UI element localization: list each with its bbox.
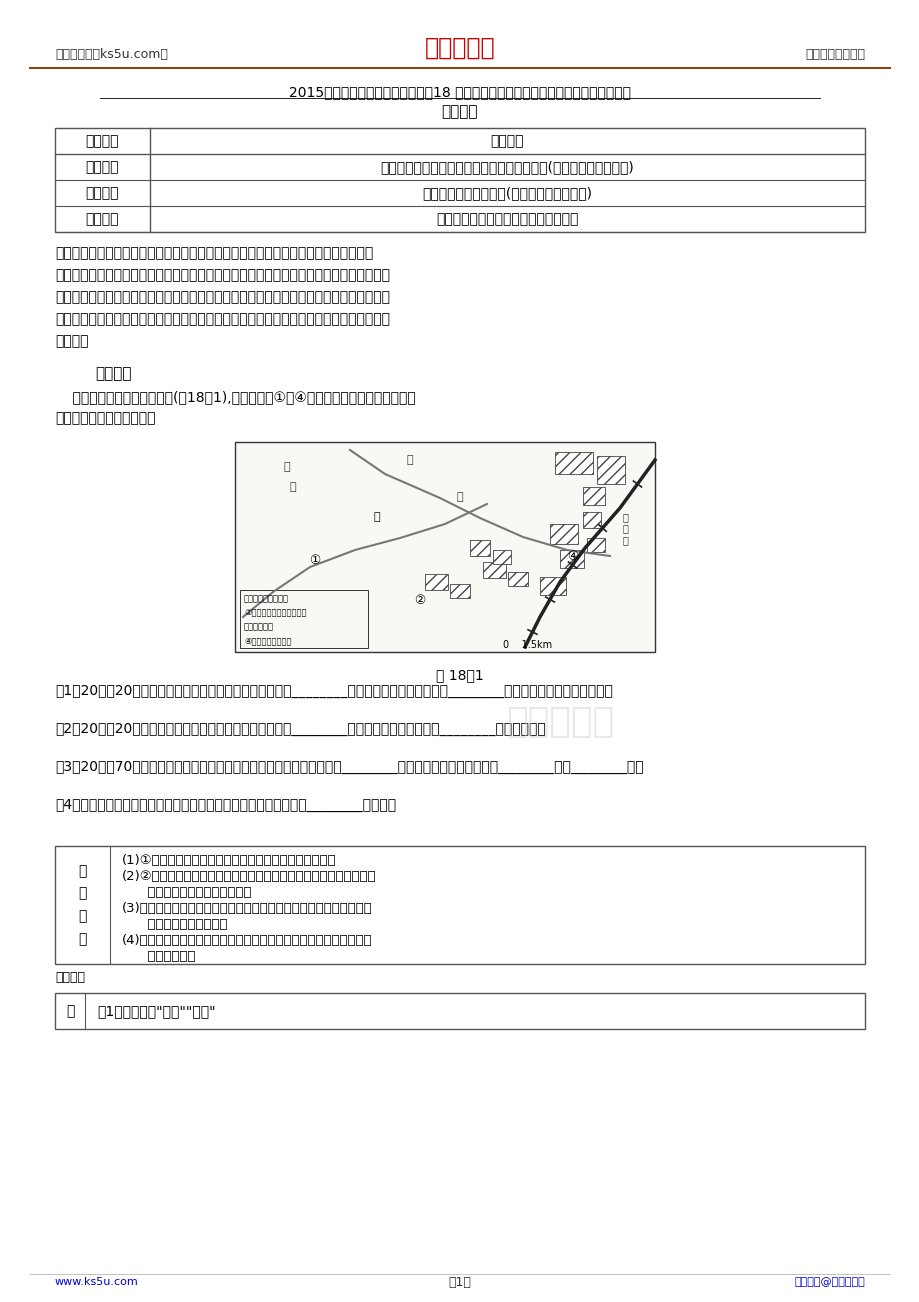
Text: 图 18－1: 图 18－1 xyxy=(436,668,483,682)
Text: (2)②处位于泉河与颍河交汇处，因泉河淤塞，商业码头移至此处，而: (2)②处位于泉河与颍河交汇处，因泉河淤塞，商业码头移至此处，而 xyxy=(122,870,376,883)
Text: 版权所有@高考资源网: 版权所有@高考资源网 xyxy=(793,1277,864,1286)
Bar xyxy=(55,993,864,1029)
Bar xyxy=(554,452,593,474)
Text: 阜: 阜 xyxy=(373,512,380,522)
Text: （1）必须体现"泉河""河流": （1）必须体现"泉河""河流" xyxy=(96,1004,215,1018)
Bar xyxy=(493,549,510,564)
Text: 高考资源网（ks5u.com）: 高考资源网（ks5u.com） xyxy=(55,48,167,61)
Text: 商品供应: 商品供应 xyxy=(85,212,119,227)
Bar xyxy=(596,456,624,484)
Text: 高考资源网: 高考资源网 xyxy=(425,36,494,60)
Text: 答题模板: 答题模板 xyxy=(490,134,524,148)
Text: 0    1.5km: 0 1.5km xyxy=(503,641,551,650)
Text: 范围。据此回答下列问题。: 范围。据此回答下列问题。 xyxy=(55,411,155,424)
Text: 颍: 颍 xyxy=(406,454,413,465)
Text: （2）20世纪20年代后，商业中心移至三里河一带，原因是________，说明城市的商业中心向________的位置移动。: （2）20世纪20年代后，商业中心移至三里河一带，原因是________，说明城… xyxy=(55,723,545,736)
Text: 泉: 泉 xyxy=(283,462,290,473)
Text: 答: 答 xyxy=(66,1004,74,1018)
Bar xyxy=(482,562,505,578)
Text: 劣、人口稀少的地区，交通闭塞，商业网点很难建立和发展，多采用流动服务的形式；而在: 劣、人口稀少的地区，交通闭塞，商业网点很难建立和发展，多采用流动服务的形式；而在 xyxy=(55,290,390,303)
Bar xyxy=(240,590,368,648)
Text: （1）20世纪20年代，安徽阜阳城北商业贸易繁荣，原因是________是阜阳对外交通口岸，说明________对城市址的选择有很大影响。: （1）20世纪20年代，安徽阜阳城北商业贸易繁荣，原因是________是阜阳对… xyxy=(55,684,612,698)
Text: 点形成和发展的必要前提，平原地区可沿公路线布局，山区可沿谷地布局。自然环境相对恶: 点形成和发展的必要前提，平原地区可沿公路线布局，山区可沿谷地布局。自然环境相对恶 xyxy=(55,268,390,283)
Text: 解
题
分
析: 解 题 分 析 xyxy=(78,863,86,947)
Text: 交通条件: 交通条件 xyxy=(85,160,119,174)
Text: 便利的交通条件：环路或市区边缘，公路沿线(设立原则：交通最优): 便利的交通条件：环路或市区边缘，公路沿线(设立原则：交通最优) xyxy=(380,160,634,174)
Text: ④: ④ xyxy=(567,551,578,564)
Text: （3）20世纪70年代后，淮南铁路、京九铁路相继建成，阜阳成为重要的________城市，火车站附近形成城东________区和________区。: （3）20世纪70年代后，淮南铁路、京九铁路相继建成，阜阳成为重要的______… xyxy=(55,760,643,773)
Text: 商业中心随之移至三里河一带: 商业中心随之移至三里河一带 xyxy=(122,885,251,898)
Text: 典题示范: 典题示范 xyxy=(95,366,131,381)
Text: 【提醒】自然、社会、经济等因素共同影响、制约商业网点的布局。自然条件是商业网: 【提醒】自然、社会、经济等因素共同影响、制约商业网点的布局。自然条件是商业网 xyxy=(55,246,373,260)
Text: www.ks5u.com: www.ks5u.com xyxy=(55,1277,139,1286)
Bar xyxy=(470,540,490,556)
Bar xyxy=(583,487,605,505)
Text: 洼淝北古商业码头区: 洼淝北古商业码头区 xyxy=(244,594,289,603)
Bar xyxy=(586,538,605,552)
Text: 2015全品高考地理特色讲练：类型18 影响商业中心、商业网点形成的区位因素分析类: 2015全品高考地理特色讲练：类型18 影响商业中心、商业网点形成的区位因素分析… xyxy=(289,85,630,99)
Text: 读安徽省阜阳市城区扩展图(图18－1),其中箭头及①～④为其城区随时间扩展的方向及: 读安徽省阜阳市城区扩展图(图18－1),其中箭头及①～④为其城区随时间扩展的方向… xyxy=(55,391,415,404)
Text: 人口密集、交通方便的地区，商业网点的设置可以采用相应规模的固定形式，如商业街或商: 人口密集、交通方便的地区，商业网点的设置可以采用相应规模的固定形式，如商业街或商 xyxy=(55,312,390,326)
Bar xyxy=(55,846,864,963)
Text: 业小区。: 业小区。 xyxy=(55,335,88,348)
Text: 河: 河 xyxy=(456,492,463,503)
Text: (4)阜阳交通口岸的变迁，说明交通对城市空间地域形态和商业中心的: (4)阜阳交通口岸的变迁，说明交通对城市空间地域形态和商业中心的 xyxy=(122,934,372,947)
Text: 较强的商品生产能力、稳定的商品来源: 较强的商品生产能力、稳定的商品来源 xyxy=(436,212,578,227)
Bar xyxy=(425,574,448,590)
Bar xyxy=(560,549,584,568)
Text: 求高的工业区和仓库区: 求高的工业区和仓库区 xyxy=(122,918,227,931)
Text: ①: ① xyxy=(309,553,321,566)
Text: －1－: －1－ xyxy=(448,1276,471,1289)
Text: 您身边的高考专家: 您身边的高考专家 xyxy=(804,48,864,61)
Text: (1)①处位为泉河沿岸，因内河航运便利而形成商业码头区: (1)①处位为泉河沿岸，因内河航运便利而形成商业码头区 xyxy=(122,854,336,867)
Bar xyxy=(234,441,654,652)
Text: （4）阜阳对外交通口岸先后发生了三次重大变迁，说明交通因素对________的影响。: （4）阜阳对外交通口岸先后发生了三次重大变迁，说明交通因素对________的影… xyxy=(55,798,396,812)
Bar xyxy=(583,512,600,529)
Bar xyxy=(550,523,577,544)
Text: 位置都有影响: 位置都有影响 xyxy=(122,950,196,963)
Bar xyxy=(55,128,864,232)
Text: 广阔的市场或经济腹地(设立原则：市场最优): 广阔的市场或经济腹地(设立原则：市场最优) xyxy=(422,186,592,201)
Text: 河: 河 xyxy=(289,482,296,492)
Text: ④河东工业、仓库区: ④河东工业、仓库区 xyxy=(244,635,291,644)
Text: （续表）: （续表） xyxy=(55,971,85,984)
Text: 淮南南工业区: 淮南南工业区 xyxy=(244,622,274,631)
Bar xyxy=(539,577,565,595)
Bar xyxy=(507,572,528,586)
Text: 分析角度: 分析角度 xyxy=(85,134,119,148)
Text: 阜
阳
站: 阜 阳 站 xyxy=(621,512,628,546)
Text: 思维建模: 思维建模 xyxy=(441,104,478,120)
Text: 高考资源网: 高考资源网 xyxy=(505,704,613,740)
Text: ②三里河码头、工业商业区: ②三里河码头、工业商业区 xyxy=(244,608,306,617)
Text: ②: ② xyxy=(414,594,425,607)
Text: 市场条件: 市场条件 xyxy=(85,186,119,201)
Text: (3)铁路的修建，使城区向火车站附近扩展，且主要布局对交通条件要: (3)铁路的修建，使城区向火车站附近扩展，且主要布局对交通条件要 xyxy=(122,902,372,915)
Bar xyxy=(449,585,470,598)
